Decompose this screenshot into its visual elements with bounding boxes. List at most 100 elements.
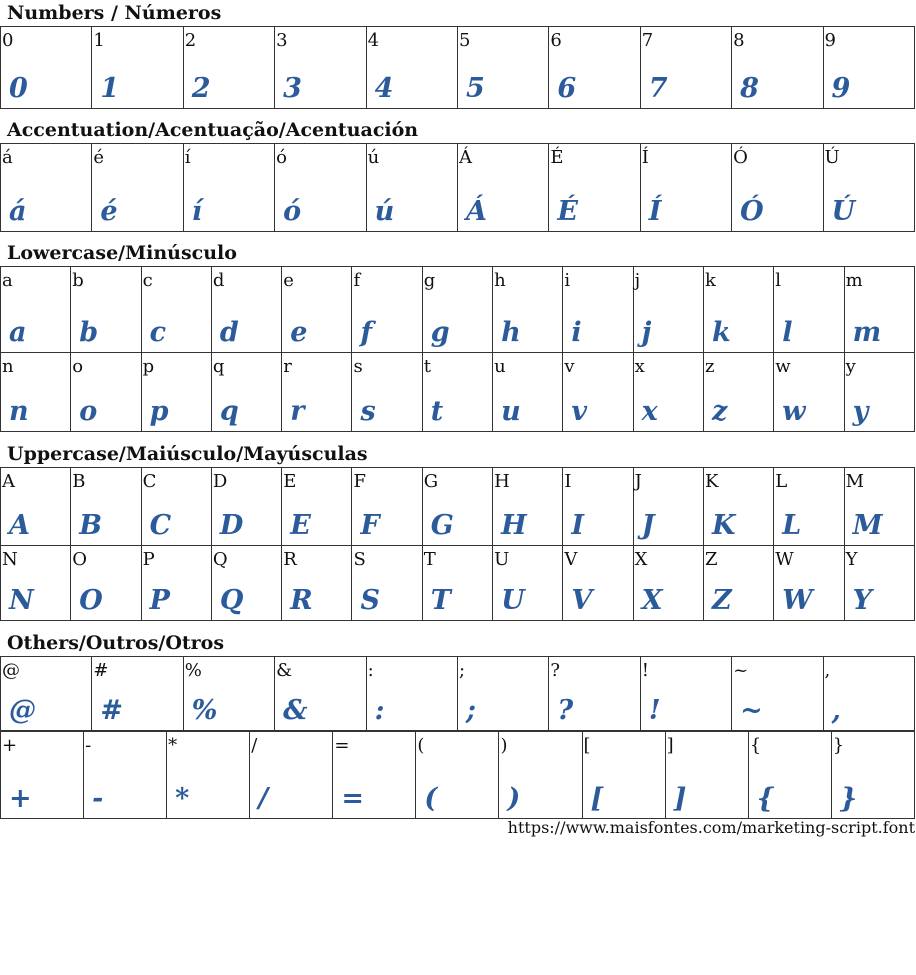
char-label: D (212, 471, 228, 492)
script-glyph-sample: 6 (557, 73, 577, 104)
script-glyph-sample: m (852, 317, 882, 348)
char-label: t (423, 356, 432, 377)
script-glyph-sample: ú (374, 196, 395, 227)
script-glyph-sample: ? (557, 695, 574, 726)
char-label: Í (641, 147, 649, 168)
script-glyph-sample: # (100, 695, 124, 726)
char-label: 8 (733, 30, 745, 51)
char-label: y (845, 356, 856, 377)
script-glyph-sample: v (571, 396, 588, 427)
char-label: O (72, 549, 88, 570)
char-label: v (564, 356, 575, 377)
glyph-cell: ;; (456, 656, 550, 731)
char-label: L (775, 471, 788, 492)
script-glyph-sample: @ (9, 695, 36, 726)
char-label: * (168, 735, 178, 756)
char-label: , (824, 660, 831, 681)
glyph-cell: @ @ (0, 656, 93, 731)
script-glyph-sample: p (149, 396, 169, 427)
section-title: Accentuation/Acentuação/Acentuación (7, 119, 419, 141)
char-label: k (704, 270, 716, 291)
script-glyph-sample: h (501, 317, 521, 348)
char-label: Ú (824, 147, 840, 168)
script-glyph-sample: 4 (374, 73, 394, 104)
script-glyph-sample: : (374, 695, 385, 726)
script-glyph-sample: O (79, 585, 103, 616)
char-label: g (423, 270, 436, 291)
script-glyph-sample: [ (590, 783, 604, 814)
char-label: ! (641, 660, 649, 681)
script-glyph-sample: y (852, 396, 869, 427)
char-label: @ (2, 660, 20, 681)
script-glyph-sample: * (175, 783, 190, 814)
script-glyph-sample: é (100, 196, 118, 227)
glyph-table: @ @ # #%% & &::;;??!! ~ ~,, (0, 656, 916, 731)
script-glyph-sample: z (711, 396, 728, 427)
char-label: o (72, 356, 84, 377)
script-glyph-sample: r (290, 396, 305, 427)
char-label: T (423, 549, 436, 570)
char-label: ] (666, 735, 674, 756)
char-label: m (845, 270, 863, 291)
char-label: i (564, 270, 571, 291)
glyph-cell: :: (365, 656, 458, 731)
script-glyph-sample: 9 (831, 73, 851, 104)
script-glyph-sample: N (9, 585, 34, 616)
char-label: / (251, 735, 258, 756)
char-label: X (634, 549, 648, 570)
script-glyph-sample: g (430, 317, 450, 348)
script-glyph-sample: ( (424, 783, 438, 814)
script-glyph-sample: ; (465, 695, 476, 726)
char-label: Ó (733, 147, 748, 168)
glyph-row: @ @ # #%% & &::;;??!! ~ ~,, (0, 656, 916, 731)
char-label: b (72, 270, 84, 291)
char-label: f (353, 270, 361, 291)
char-label: l (775, 270, 782, 291)
char-label: } (832, 735, 845, 756)
char-label: z (704, 356, 715, 377)
glyph-cell: # # (91, 656, 184, 731)
char-label: 0 (2, 30, 14, 51)
script-glyph-sample: x (641, 396, 658, 427)
glyph-cell: ]] (664, 731, 749, 819)
script-glyph-sample: l (782, 317, 793, 348)
char-label: [ (583, 735, 591, 756)
glyph-cell: %% (182, 656, 276, 731)
char-label: Q (212, 549, 228, 570)
char-label: # (93, 660, 109, 681)
char-label: É (550, 147, 564, 168)
script-glyph-sample: 7 (648, 73, 668, 104)
char-label: ) (500, 735, 508, 756)
script-glyph-sample: & (283, 695, 308, 726)
